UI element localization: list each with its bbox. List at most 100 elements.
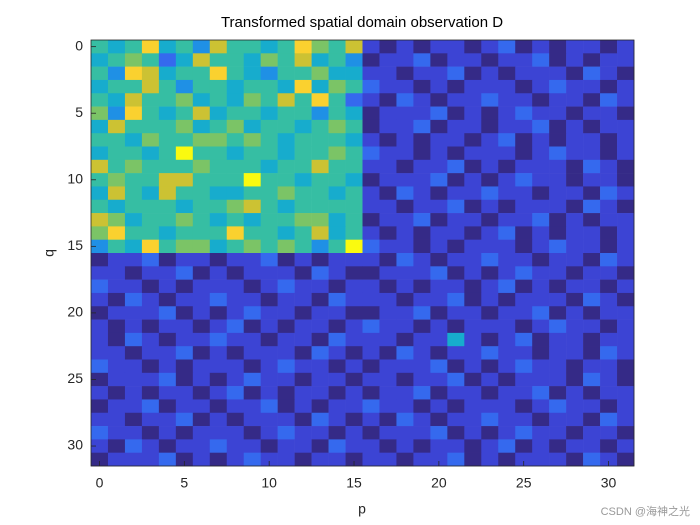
heatmap-cell bbox=[515, 133, 533, 147]
heatmap-cell bbox=[260, 332, 278, 347]
heatmap-cell bbox=[141, 306, 160, 320]
heatmap-cell bbox=[175, 93, 194, 107]
heatmap-cell bbox=[532, 199, 550, 214]
heatmap-cell bbox=[209, 399, 228, 414]
heatmap-cell bbox=[583, 226, 601, 240]
heatmap-cell bbox=[447, 239, 465, 254]
heatmap-cell bbox=[260, 439, 278, 453]
heatmap-cell bbox=[600, 399, 618, 414]
heatmap-cell bbox=[243, 452, 261, 467]
heatmap-cell bbox=[583, 40, 601, 54]
heatmap-cell bbox=[396, 346, 414, 360]
heatmap-cell bbox=[549, 359, 567, 374]
heatmap-cell bbox=[379, 266, 397, 280]
heatmap-cell bbox=[243, 133, 261, 147]
heatmap-cell bbox=[481, 226, 499, 240]
heatmap-cell bbox=[583, 386, 601, 400]
heatmap-cell bbox=[447, 106, 465, 121]
heatmap-cell bbox=[549, 346, 567, 360]
heatmap-cell bbox=[243, 146, 261, 161]
heatmap-cell bbox=[549, 173, 567, 187]
heatmap-cell bbox=[328, 186, 346, 201]
heatmap-cell bbox=[294, 332, 312, 347]
heatmap-cell bbox=[328, 346, 346, 360]
heatmap-cell bbox=[226, 226, 245, 240]
heatmap-cell bbox=[107, 332, 126, 347]
heatmap-cell bbox=[158, 439, 177, 453]
heatmap-cell bbox=[600, 79, 618, 94]
heatmap-cell bbox=[447, 386, 465, 400]
heatmap-cell bbox=[192, 253, 211, 267]
heatmap-cell bbox=[209, 106, 228, 121]
heatmap-cell bbox=[617, 332, 635, 347]
heatmap-cell bbox=[566, 279, 584, 294]
heatmap-cell bbox=[379, 346, 397, 360]
heatmap-cell bbox=[260, 306, 278, 320]
heatmap-cell bbox=[175, 199, 194, 214]
heatmap-cell bbox=[192, 173, 211, 187]
heatmap-cell bbox=[328, 146, 346, 161]
heatmap-cell bbox=[549, 452, 567, 467]
heatmap-cell bbox=[481, 332, 499, 347]
heatmap-cell bbox=[107, 279, 126, 294]
heatmap-cell bbox=[498, 159, 516, 174]
heatmap-cell bbox=[91, 306, 109, 320]
heatmap-cell bbox=[447, 306, 465, 320]
heatmap-cell bbox=[294, 226, 312, 240]
heatmap-cell bbox=[430, 412, 448, 427]
heatmap-cell bbox=[515, 213, 533, 227]
heatmap-cell bbox=[396, 146, 414, 161]
heatmap-cell bbox=[294, 146, 312, 161]
heatmap-cell bbox=[192, 159, 211, 174]
heatmap-cell bbox=[549, 53, 567, 67]
heatmap-cell bbox=[192, 146, 211, 161]
heatmap-cell bbox=[379, 199, 397, 214]
heatmap-cell bbox=[379, 439, 397, 453]
heatmap-cell bbox=[464, 79, 482, 94]
heatmap-cell bbox=[583, 53, 601, 67]
heatmap-cell bbox=[243, 93, 261, 107]
heatmap-cell bbox=[430, 53, 448, 67]
heatmap-cell bbox=[413, 306, 431, 320]
heatmap-cell bbox=[447, 226, 465, 240]
heatmap-cell bbox=[498, 346, 516, 360]
heatmap-cell bbox=[481, 359, 499, 374]
heatmap-cell bbox=[124, 93, 143, 107]
heatmap-cell bbox=[583, 146, 601, 161]
heatmap-cell bbox=[515, 372, 533, 387]
heatmap-cell bbox=[430, 306, 448, 320]
heatmap-cell bbox=[294, 439, 312, 453]
heatmap-cell bbox=[447, 186, 465, 201]
heatmap-cell bbox=[430, 173, 448, 187]
heatmap-cell bbox=[260, 226, 278, 240]
y-tick-label: 5 bbox=[75, 104, 83, 120]
heatmap-cell bbox=[226, 106, 245, 121]
heatmap-cell bbox=[549, 199, 567, 214]
heatmap-cell bbox=[498, 79, 516, 94]
heatmap-cell bbox=[549, 146, 567, 161]
heatmap-cell bbox=[464, 119, 482, 134]
heatmap-cell bbox=[311, 53, 329, 67]
heatmap-cell bbox=[362, 66, 380, 81]
heatmap-cell bbox=[158, 106, 177, 121]
heatmap-cell bbox=[498, 426, 516, 440]
heatmap-cell bbox=[141, 226, 160, 240]
heatmap-cell bbox=[413, 53, 431, 67]
heatmap-cell bbox=[481, 266, 499, 280]
heatmap-cell bbox=[617, 53, 635, 67]
heatmap-cell bbox=[141, 253, 160, 267]
heatmap-cell bbox=[617, 199, 635, 214]
heatmap-cell bbox=[175, 53, 194, 67]
heatmap-cell bbox=[260, 66, 278, 81]
axes-box bbox=[90, 39, 635, 467]
heatmap-cell bbox=[345, 119, 363, 134]
heatmap-cell bbox=[158, 173, 177, 187]
heatmap-cell bbox=[566, 186, 584, 201]
heatmap-cell bbox=[277, 279, 295, 294]
heatmap-cell bbox=[430, 106, 448, 121]
heatmap-cell bbox=[515, 79, 533, 94]
heatmap-cell bbox=[277, 40, 295, 54]
heatmap-cell bbox=[311, 93, 329, 107]
heatmap-cell bbox=[617, 226, 635, 240]
heatmap-cell bbox=[396, 439, 414, 453]
